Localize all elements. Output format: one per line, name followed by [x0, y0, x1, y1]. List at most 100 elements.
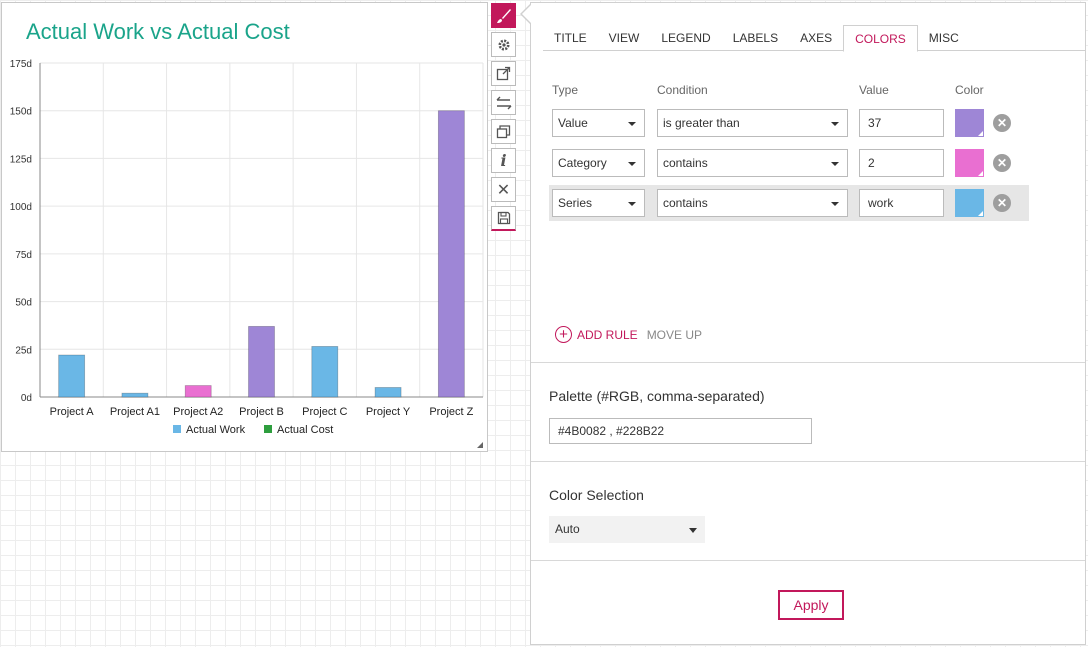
- bar-project-a2: [184, 385, 212, 398]
- bar-project-z: [437, 110, 465, 398]
- rule-value-input[interactable]: 2: [859, 149, 944, 177]
- color-column-header: Color: [955, 83, 984, 97]
- chart-toolbar: i ✕: [491, 3, 516, 235]
- type-column-header: Type: [552, 83, 579, 97]
- chevron-down-icon: [689, 528, 697, 533]
- rule-condition-select[interactable]: contains: [657, 149, 848, 177]
- bar-chart: 0d 25d 50d 75d 100d 125d 150d 175d Project A Proj…: [10, 59, 484, 436]
- rule-condition-value: contains: [663, 156, 708, 170]
- y-tick-label: 0d: [21, 393, 32, 404]
- rule-value-input[interactable]: 37: [859, 109, 944, 137]
- tab-view[interactable]: VIEW: [608, 31, 640, 45]
- rule-actions: + ADD RULE MOVE UP: [555, 326, 702, 343]
- add-rule-label: ADD RULE: [577, 327, 638, 342]
- gear-icon[interactable]: [491, 32, 516, 57]
- divider: [531, 560, 1085, 561]
- rule-type-select[interactable]: Category: [552, 149, 645, 177]
- remove-rule-icon[interactable]: ✕: [993, 154, 1011, 172]
- popup-arrow-inner: [522, 5, 531, 23]
- color-rule-row-selected[interactable]: Series contains work ✕: [549, 185, 1029, 221]
- move-up-button[interactable]: MOVE UP: [646, 327, 703, 342]
- legend-swatch: [264, 425, 272, 433]
- rule-condition-select[interactable]: is greater than: [657, 109, 848, 137]
- bar-project-c: [311, 346, 339, 398]
- rule-value-input[interactable]: work: [859, 189, 944, 217]
- swatch-corner: [978, 131, 983, 136]
- x-tick-label: Project C: [302, 406, 347, 418]
- x-tick-label: Project A: [50, 406, 95, 418]
- rule-type-select[interactable]: Value: [552, 109, 645, 137]
- swatch-corner: [978, 171, 983, 176]
- y-tick-label: 25d: [15, 345, 32, 356]
- rule-color-swatch[interactable]: [955, 189, 984, 217]
- bar-project-a1: [121, 392, 149, 398]
- rule-type-value: Series: [558, 196, 593, 210]
- chevron-down-icon: [628, 122, 636, 126]
- y-tick-label: 175d: [10, 59, 32, 70]
- info-icon[interactable]: i: [491, 148, 516, 173]
- y-tick-label: 125d: [10, 154, 32, 165]
- rule-condition-select[interactable]: contains: [657, 189, 848, 217]
- copy-icon[interactable]: [491, 119, 516, 144]
- save-icon[interactable]: [491, 206, 516, 231]
- x-tick-label: Project Z: [429, 406, 473, 418]
- remove-rule-icon[interactable]: ✕: [993, 194, 1011, 212]
- x-tick-label: Project A2: [173, 406, 223, 418]
- rule-type-value: Value: [558, 116, 588, 130]
- add-rule-button[interactable]: + ADD RULE: [555, 326, 638, 343]
- condition-column-header: Condition: [657, 83, 708, 97]
- y-tick-label: 75d: [15, 250, 32, 261]
- palette-input[interactable]: #4B0082 , #228B22: [549, 418, 812, 444]
- bar-project-a: [58, 354, 86, 398]
- rule-color-swatch[interactable]: [955, 109, 984, 137]
- external-link-icon[interactable]: [491, 61, 516, 86]
- chevron-down-icon: [831, 122, 839, 126]
- swatch-corner: [978, 211, 983, 216]
- tab-misc[interactable]: MISC: [928, 31, 959, 45]
- tab-colors[interactable]: COLORS: [843, 25, 918, 52]
- legend-entry: Actual Work: [186, 424, 246, 436]
- color-selection-label: Color Selection: [549, 487, 644, 503]
- color-selection-select[interactable]: Auto: [549, 516, 705, 543]
- rule-type-value: Category: [558, 156, 607, 170]
- palette-label: Palette (#RGB, comma-separated): [549, 388, 765, 404]
- divider: [531, 362, 1085, 363]
- y-tick-label: 50d: [15, 298, 32, 309]
- y-tick-label: 150d: [10, 107, 32, 118]
- chart-title: Actual Work vs Actual Cost: [26, 19, 290, 44]
- tab-legend[interactable]: LEGEND: [661, 31, 711, 45]
- color-rule-row[interactable]: Value is greater than 37 ✕: [549, 105, 1029, 141]
- bar-project-y: [374, 387, 402, 398]
- chevron-down-icon: [831, 162, 839, 166]
- swap-icon[interactable]: [491, 90, 516, 115]
- rule-condition-value: is greater than: [663, 116, 740, 130]
- apply-button[interactable]: Apply: [778, 590, 844, 620]
- resize-handle[interactable]: [477, 442, 483, 448]
- close-icon[interactable]: ✕: [491, 177, 516, 202]
- tab-title[interactable]: TITLE: [554, 31, 587, 45]
- color-selection-value: Auto: [555, 522, 580, 536]
- rule-color-swatch[interactable]: [955, 149, 984, 177]
- bar-project-b: [248, 325, 275, 398]
- chart-panel: 0d 25d 50d 75d 100d 125d 150d 175d Project A Proj…: [1, 2, 488, 452]
- divider: [531, 461, 1085, 462]
- chart-settings-popup: TITLE VIEW LEGEND LABELS AXES COLORS MIS…: [530, 2, 1086, 645]
- tab-labels[interactable]: LABELS: [732, 31, 779, 45]
- brush-icon[interactable]: [491, 3, 516, 28]
- y-tick-label: 100d: [10, 202, 32, 213]
- color-rule-row[interactable]: Category contains 2 ✕: [549, 145, 1029, 181]
- chevron-down-icon: [628, 202, 636, 206]
- x-tick-label: Project Y: [366, 406, 411, 418]
- legend-entry: Actual Cost: [277, 424, 333, 436]
- settings-tabs: TITLE VIEW LEGEND LABELS AXES COLORS MIS…: [543, 25, 1085, 52]
- plus-circle-icon: +: [555, 326, 572, 343]
- rule-condition-value: contains: [663, 196, 708, 210]
- rule-type-select[interactable]: Series: [552, 189, 645, 217]
- legend-swatch: [173, 425, 181, 433]
- chevron-down-icon: [831, 202, 839, 206]
- x-tick-label: Project B: [239, 406, 284, 418]
- tab-axes[interactable]: AXES: [800, 31, 833, 45]
- x-tick-label: Project A1: [110, 406, 160, 418]
- value-column-header: Value: [859, 83, 889, 97]
- remove-rule-icon[interactable]: ✕: [993, 114, 1011, 132]
